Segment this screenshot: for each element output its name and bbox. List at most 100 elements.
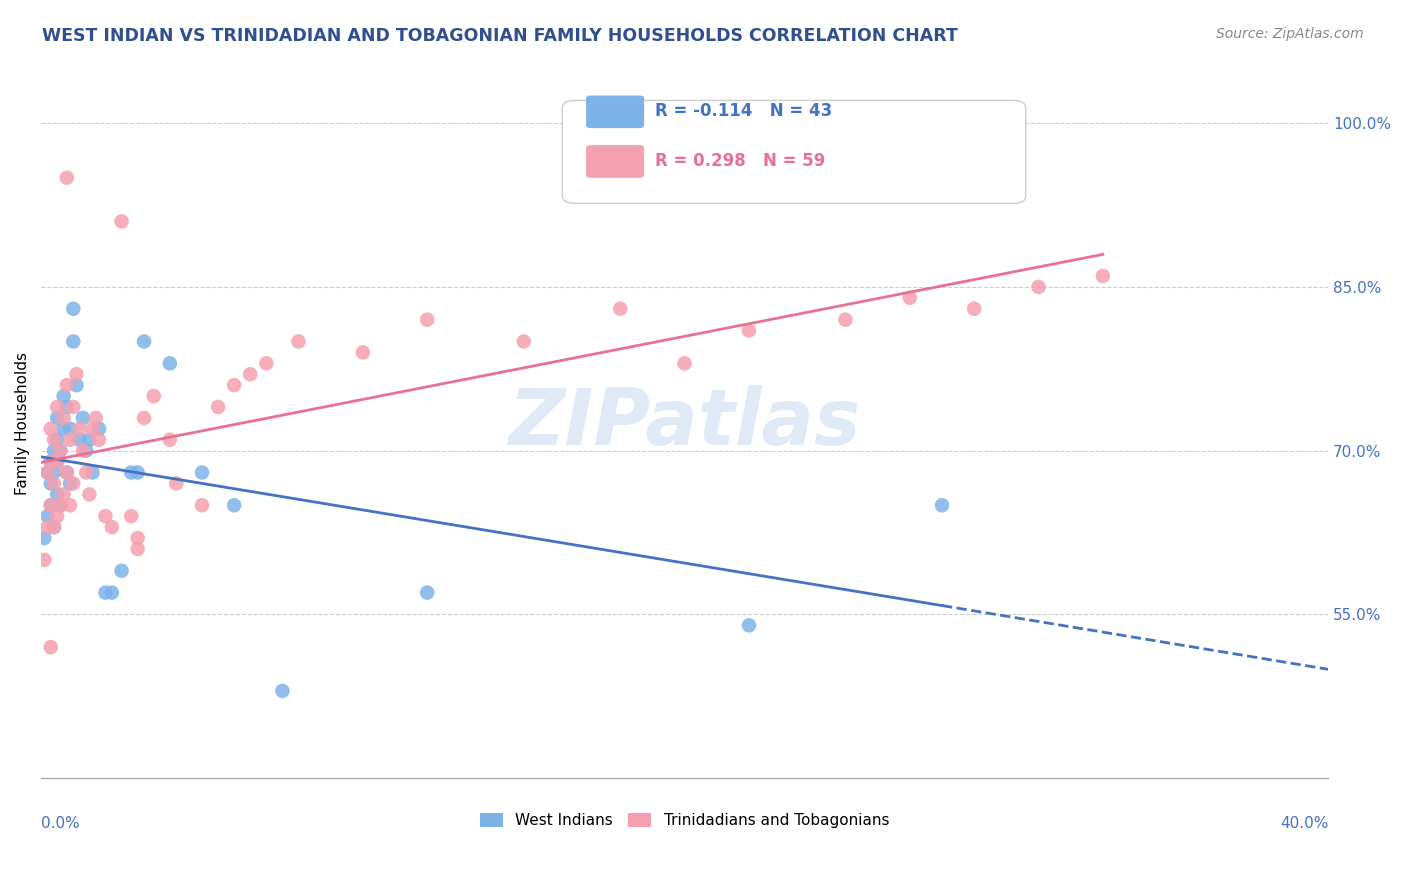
Point [39, 422, 62, 436]
Point [513, 334, 536, 349]
Point [127, 531, 149, 545]
Point [224, 498, 246, 512]
Text: R = 0.298   N = 59: R = 0.298 N = 59 [655, 152, 825, 169]
Point [42, 443, 65, 458]
Point [94, 585, 117, 599]
Point [738, 618, 761, 632]
Point [69, 433, 91, 447]
Point [87, 433, 110, 447]
Point [75, 443, 97, 458]
Point [39, 454, 62, 468]
Text: Source: ZipAtlas.com: Source: ZipAtlas.com [1216, 27, 1364, 41]
Point [56, 378, 79, 392]
Point [59, 498, 82, 512]
Point [1028, 280, 1050, 294]
Point [110, 564, 132, 578]
Point [834, 312, 856, 326]
Point [56, 466, 79, 480]
Point [37, 466, 59, 480]
Point [271, 684, 294, 698]
Point [963, 301, 986, 316]
Point [65, 378, 87, 392]
Point [46, 487, 69, 501]
Point [416, 585, 439, 599]
Point [37, 466, 59, 480]
Point [120, 466, 142, 480]
Point [609, 301, 631, 316]
Point [165, 476, 187, 491]
FancyBboxPatch shape [586, 96, 644, 128]
Point [46, 509, 69, 524]
Point [1091, 268, 1114, 283]
Point [101, 585, 124, 599]
Y-axis label: Family Households: Family Households [15, 351, 30, 495]
Point [120, 509, 142, 524]
Point [62, 400, 84, 414]
Point [39, 476, 62, 491]
Text: R = -0.114   N = 43: R = -0.114 N = 43 [655, 102, 832, 120]
Point [39, 454, 62, 468]
Point [49, 498, 72, 512]
Point [84, 411, 107, 425]
Point [127, 466, 149, 480]
Point [416, 312, 439, 326]
FancyBboxPatch shape [586, 146, 644, 178]
Point [59, 422, 82, 436]
Point [224, 378, 246, 392]
Point [39, 498, 62, 512]
Point [34, 553, 56, 567]
Point [287, 334, 309, 349]
FancyBboxPatch shape [562, 101, 1026, 203]
Point [72, 443, 94, 458]
Point [79, 487, 101, 501]
Point [101, 520, 124, 534]
Point [72, 411, 94, 425]
Text: ZIPatlas: ZIPatlas [509, 385, 860, 461]
Point [39, 640, 62, 655]
Point [254, 356, 277, 370]
Point [39, 498, 62, 512]
Point [82, 422, 104, 436]
Point [87, 422, 110, 436]
Point [46, 454, 69, 468]
Point [132, 411, 155, 425]
Point [52, 422, 75, 436]
Point [46, 433, 69, 447]
Point [79, 433, 101, 447]
Point [239, 368, 262, 382]
Point [898, 291, 921, 305]
Point [59, 476, 82, 491]
Point [62, 334, 84, 349]
Point [42, 433, 65, 447]
Point [191, 466, 214, 480]
Point [49, 443, 72, 458]
Point [37, 520, 59, 534]
Point [56, 400, 79, 414]
Point [142, 389, 165, 403]
Point [127, 541, 149, 556]
Point [46, 400, 69, 414]
Point [42, 520, 65, 534]
Point [159, 356, 181, 370]
Point [673, 356, 696, 370]
Point [191, 498, 214, 512]
Point [46, 411, 69, 425]
Point [75, 466, 97, 480]
Point [49, 443, 72, 458]
Point [62, 301, 84, 316]
Point [65, 368, 87, 382]
Text: 0.0%: 0.0% [41, 816, 80, 831]
Point [352, 345, 374, 359]
Point [52, 411, 75, 425]
Text: WEST INDIAN VS TRINIDADIAN AND TOBAGONIAN FAMILY HOUSEHOLDS CORRELATION CHART: WEST INDIAN VS TRINIDADIAN AND TOBAGONIA… [42, 27, 957, 45]
Point [56, 466, 79, 480]
Point [69, 422, 91, 436]
Point [59, 433, 82, 447]
Point [42, 466, 65, 480]
Point [46, 454, 69, 468]
Point [738, 324, 761, 338]
Point [42, 476, 65, 491]
Point [49, 498, 72, 512]
Point [207, 400, 229, 414]
Point [52, 389, 75, 403]
